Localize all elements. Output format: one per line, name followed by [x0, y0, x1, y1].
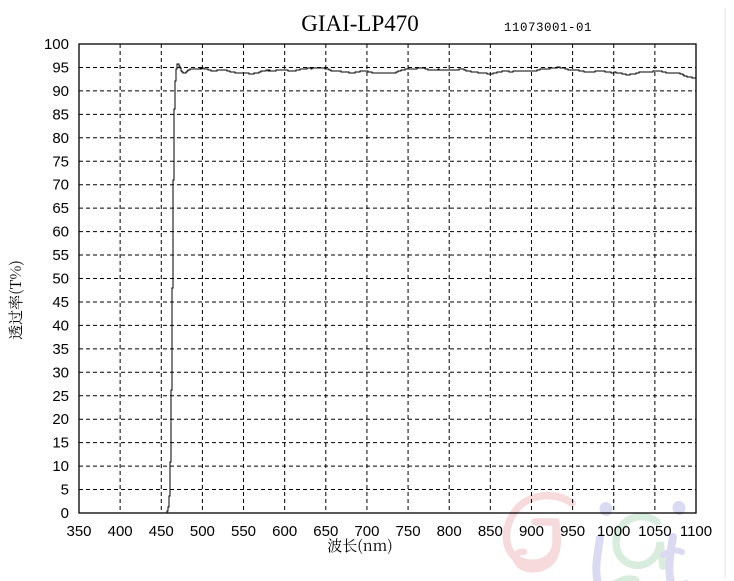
svg-text:50: 50: [52, 271, 69, 288]
svg-text:70: 70: [52, 177, 69, 194]
svg-text:5: 5: [61, 482, 69, 499]
svg-text:25: 25: [52, 388, 69, 405]
svg-text:75: 75: [52, 153, 69, 170]
svg-text:透过率(T%): 透过率(T%): [5, 260, 26, 340]
svg-text:1050: 1050: [638, 523, 671, 540]
svg-text:500: 500: [190, 523, 215, 540]
svg-text:800: 800: [437, 523, 462, 540]
svg-text:1100: 1100: [680, 523, 712, 540]
svg-text:950: 950: [560, 523, 585, 540]
svg-text:11073001-01: 11073001-01: [504, 21, 592, 35]
svg-text:550: 550: [231, 523, 256, 540]
svg-text:15: 15: [52, 435, 69, 452]
svg-text:85: 85: [52, 106, 69, 123]
svg-text:100: 100: [44, 36, 69, 53]
svg-text:900: 900: [519, 523, 544, 540]
svg-text:55: 55: [52, 247, 69, 264]
svg-text:波长(nm): 波长(nm): [327, 535, 392, 556]
svg-text:20: 20: [52, 411, 69, 428]
svg-text:GIAI-LP470: GIAI-LP470: [301, 11, 419, 36]
svg-text:850: 850: [478, 523, 503, 540]
svg-text:750: 750: [396, 523, 421, 540]
svg-text:400: 400: [108, 523, 133, 540]
svg-text:65: 65: [52, 200, 69, 217]
svg-text:0: 0: [61, 505, 69, 522]
svg-text:30: 30: [52, 364, 69, 381]
svg-text:80: 80: [52, 130, 69, 147]
svg-text:10: 10: [52, 458, 69, 475]
svg-text:90: 90: [52, 83, 69, 100]
svg-text:35: 35: [52, 341, 69, 358]
svg-text:60: 60: [52, 224, 69, 241]
svg-text:45: 45: [52, 294, 69, 311]
svg-text:1000: 1000: [597, 523, 630, 540]
svg-text:95: 95: [52, 59, 69, 76]
svg-text:40: 40: [52, 317, 69, 334]
svg-text:600: 600: [272, 523, 297, 540]
svg-text:350: 350: [66, 523, 91, 540]
svg-text:450: 450: [149, 523, 174, 540]
